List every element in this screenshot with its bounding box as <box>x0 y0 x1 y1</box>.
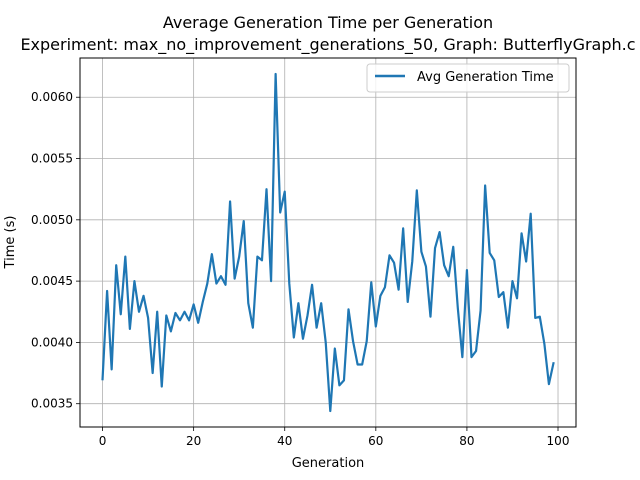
x-axis-label: Generation <box>292 456 365 471</box>
y-tick-label: 0.0045 <box>31 274 73 288</box>
series-line <box>101 72 555 413</box>
chart-subtitle: Experiment: max_no_improvement_generatio… <box>20 35 635 55</box>
x-tick-label: 60 <box>368 434 383 448</box>
legend: Avg Generation Time <box>366 63 570 93</box>
y-tick-label: 0.0050 <box>31 213 73 227</box>
x-tick-label: 80 <box>459 434 474 448</box>
x-tick-label: 40 <box>277 434 292 448</box>
plot-area-frame <box>79 57 577 428</box>
y-axis-label: Time (s) <box>3 216 18 270</box>
y-tick-label: 0.0060 <box>31 90 73 104</box>
x-tick-label: 20 <box>186 434 201 448</box>
x-tick-label: 100 <box>547 434 570 448</box>
y-tick-label: 0.0040 <box>31 335 73 349</box>
legend-label: Avg Generation Time <box>417 70 554 85</box>
y-tick-label: 0.0035 <box>31 397 73 411</box>
grid-lines <box>80 58 576 427</box>
plot-series <box>101 72 555 413</box>
y-tick-label: 0.0055 <box>31 152 73 166</box>
legend-box <box>366 63 570 93</box>
y-axis-ticks: 0.0035 0.0040 0.0045 0.0050 0.0055 0.0060 <box>31 90 80 411</box>
chart-title: Average Generation Time per Generation <box>163 13 493 32</box>
x-axis-ticks: 0 20 40 60 80 100 <box>99 427 570 448</box>
x-tick-label: 0 <box>99 434 107 448</box>
